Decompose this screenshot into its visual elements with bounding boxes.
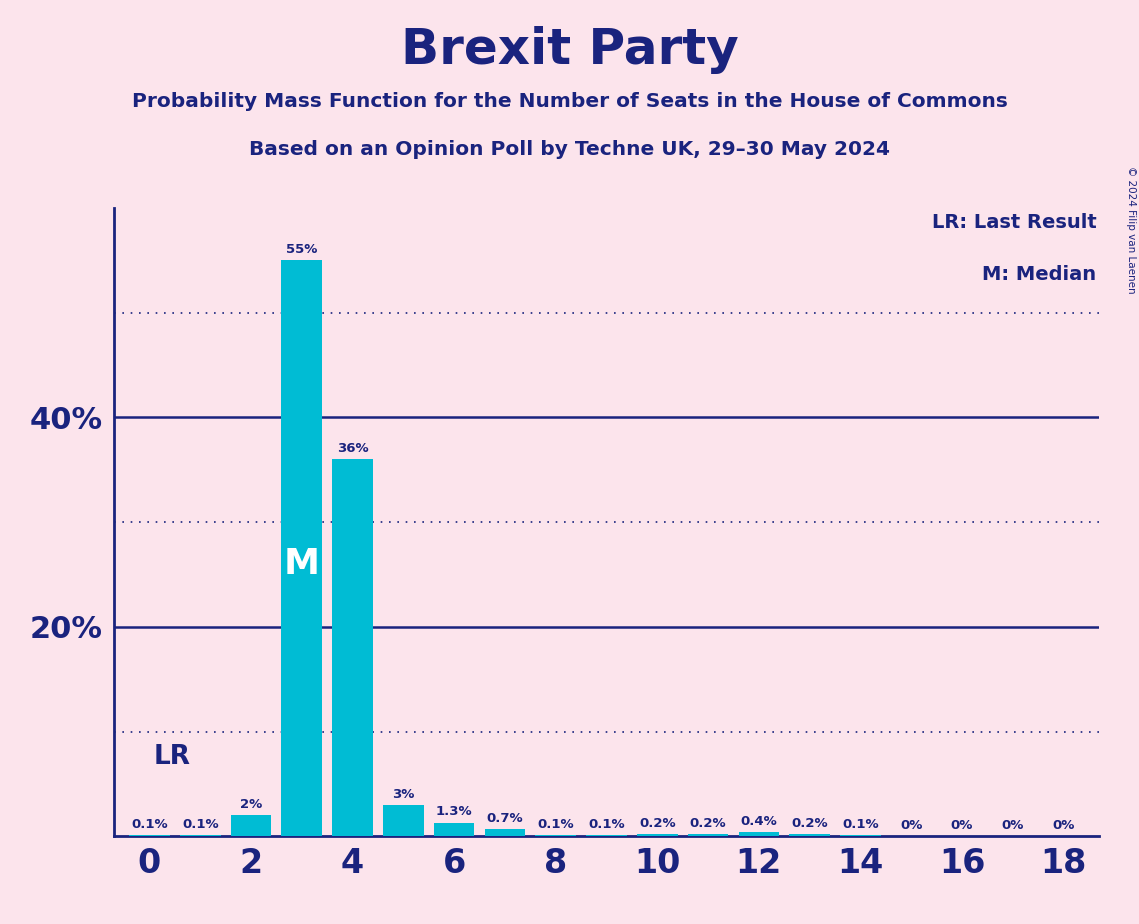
Bar: [484, 829, 525, 836]
Text: Brexit Party: Brexit Party: [401, 26, 738, 74]
Text: 0.2%: 0.2%: [792, 817, 828, 830]
Text: 0%: 0%: [1001, 819, 1024, 832]
Bar: [688, 834, 729, 836]
Bar: [434, 822, 475, 836]
Text: 0.1%: 0.1%: [182, 818, 219, 831]
Text: 0.1%: 0.1%: [588, 818, 625, 831]
Text: 36%: 36%: [337, 442, 368, 455]
Bar: [180, 835, 221, 836]
Text: 55%: 55%: [286, 243, 318, 256]
Text: 0%: 0%: [951, 819, 973, 832]
Text: 1.3%: 1.3%: [436, 806, 473, 819]
Bar: [231, 815, 271, 836]
Text: 0.1%: 0.1%: [842, 818, 879, 831]
Text: LR: LR: [154, 744, 190, 770]
Bar: [333, 459, 372, 836]
Text: 0.4%: 0.4%: [740, 815, 777, 828]
Text: Based on an Opinion Poll by Techne UK, 29–30 May 2024: Based on an Opinion Poll by Techne UK, 2…: [249, 140, 890, 160]
Text: Probability Mass Function for the Number of Seats in the House of Commons: Probability Mass Function for the Number…: [132, 92, 1007, 112]
Text: M: M: [284, 547, 320, 581]
Bar: [637, 834, 678, 836]
Text: © 2024 Filip van Laenen: © 2024 Filip van Laenen: [1126, 166, 1136, 294]
Text: 0.1%: 0.1%: [131, 818, 167, 831]
Text: 0.2%: 0.2%: [639, 817, 675, 830]
Bar: [535, 835, 576, 836]
Text: 0.2%: 0.2%: [690, 817, 727, 830]
Text: 0%: 0%: [900, 819, 923, 832]
Bar: [587, 835, 626, 836]
Bar: [281, 261, 322, 836]
Bar: [738, 832, 779, 836]
Text: 0.7%: 0.7%: [486, 811, 523, 825]
Text: 3%: 3%: [392, 787, 415, 800]
Text: LR: Last Result: LR: Last Result: [932, 213, 1097, 232]
Bar: [129, 835, 170, 836]
Text: 0%: 0%: [1052, 819, 1075, 832]
Text: 2%: 2%: [240, 798, 262, 811]
Bar: [789, 834, 830, 836]
Bar: [383, 805, 424, 836]
Bar: [841, 835, 880, 836]
Text: M: Median: M: Median: [983, 265, 1097, 285]
Text: 0.1%: 0.1%: [538, 818, 574, 831]
